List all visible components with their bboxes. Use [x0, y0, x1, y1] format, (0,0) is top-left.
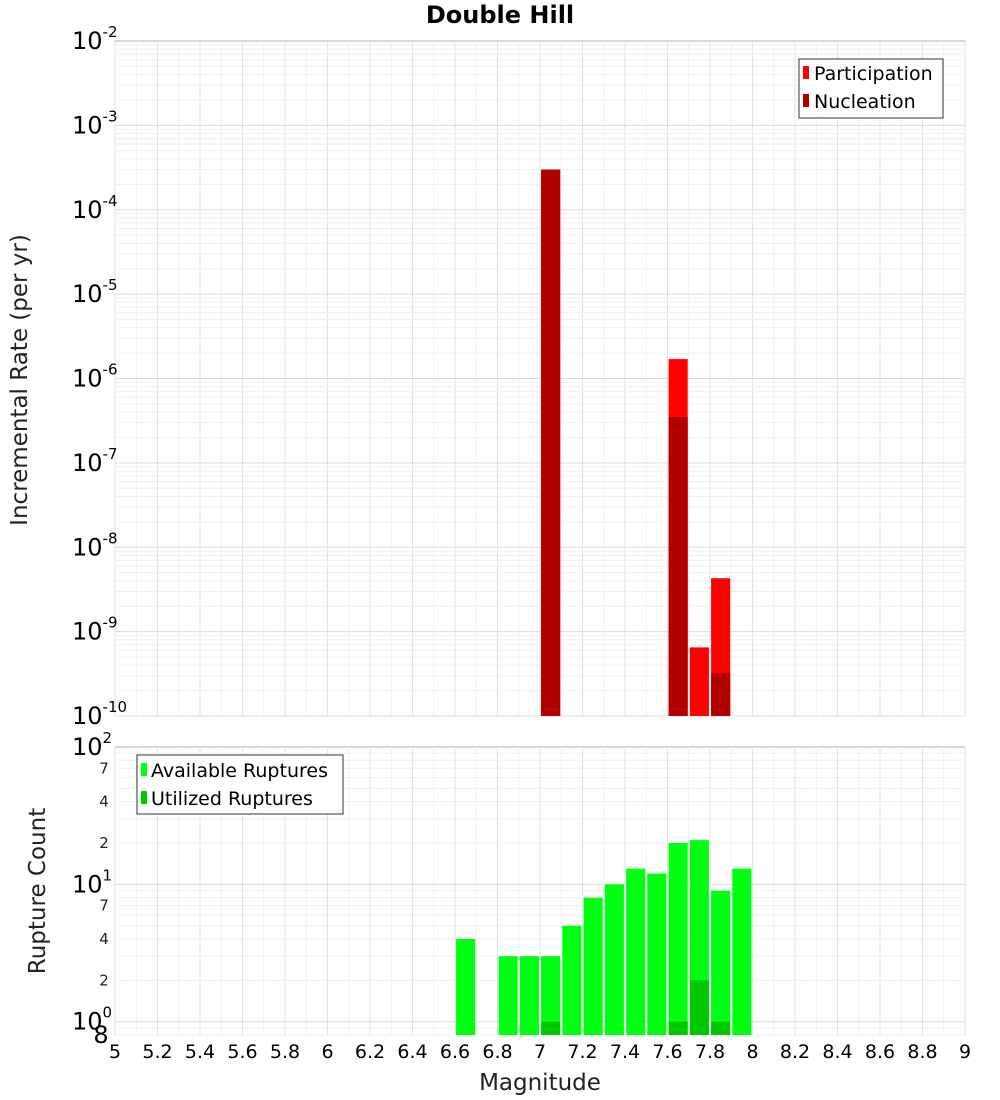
- bottom-bar-available-ruptures: [583, 897, 603, 1035]
- x-tick-label: 5.8: [270, 1041, 300, 1063]
- bottom-y-tick-label: 102: [72, 729, 112, 761]
- bottom-bar-available-ruptures: [668, 843, 688, 1035]
- x-tick-label: 6.2: [355, 1041, 385, 1063]
- x-tick-label: 8.8: [907, 1041, 937, 1063]
- x-tick-label: 8.6: [865, 1041, 895, 1063]
- top-bar-participation: [689, 647, 709, 716]
- bottom-bar-available-ruptures: [456, 939, 476, 1035]
- top-y-tick-label: 10-5: [72, 276, 118, 308]
- top-y-tick-label: 10-3: [72, 107, 118, 139]
- bottom-bar-available-ruptures: [562, 925, 582, 1035]
- chart-title: Double Hill: [426, 1, 574, 29]
- top-legend-box: [798, 58, 944, 119]
- x-tick-label: 7.6: [652, 1041, 682, 1063]
- top-bar-nucleation: [711, 673, 731, 716]
- bottom-y-axis-label: Rupture Count: [25, 808, 51, 974]
- top-legend: Participation Nucleation: [798, 58, 944, 119]
- x-tick-label: 8.2: [780, 1041, 810, 1063]
- bottom-y-minor-label: 2: [99, 971, 109, 989]
- x-tick-label: 8.4: [822, 1041, 852, 1063]
- legend-label-utilized: Utilized Ruptures: [151, 788, 313, 810]
- x-tick-label: 5.4: [185, 1041, 215, 1063]
- bottom-bar-utilized-ruptures: [711, 1021, 731, 1035]
- bottom-y-minor-label: 7: [99, 897, 109, 915]
- bottom-bar-available-ruptures: [711, 890, 731, 1035]
- bottom-bar-utilized-ruptures: [541, 1021, 561, 1035]
- legend-swatch-available: [141, 763, 147, 776]
- top-y-tick-label: 10-2: [72, 23, 118, 55]
- x-tick-label: 7.2: [567, 1041, 597, 1063]
- bottom-y-tick-label: 101: [72, 866, 112, 898]
- legend-label-available: Available Ruptures: [151, 760, 328, 782]
- x-tick-label: 6.8: [482, 1041, 512, 1063]
- x-tick-label: 7: [534, 1041, 546, 1063]
- bottom-y-minor-label: 2: [99, 834, 109, 852]
- bottom-bar-available-ruptures: [519, 956, 539, 1035]
- bottom-bar-utilized-ruptures: [668, 1021, 688, 1035]
- top-y-tick-label: 10-8: [72, 529, 118, 561]
- x-tick-label: 6: [321, 1041, 333, 1063]
- bottom-y-minor-label: 7: [99, 759, 109, 777]
- top-y-tick-label: 10-10: [72, 698, 127, 730]
- legend-swatch-participation: [803, 66, 809, 79]
- x-axis-label: Magnitude: [479, 1070, 601, 1096]
- bottom-y-minor-label: 4: [99, 930, 109, 948]
- legend-label-nucleation: Nucleation: [814, 91, 916, 113]
- bottom-bar-available-ruptures: [498, 956, 518, 1035]
- bottom-y-ticks: 100 101 102 8 2 4 7 2 4 7: [72, 729, 112, 1049]
- top-bar-nucleation: [541, 169, 561, 716]
- x-tick-label: 7.4: [610, 1041, 640, 1063]
- x-tick-label: 9: [959, 1041, 971, 1063]
- bottom-y-minor-label: 8: [93, 1021, 108, 1049]
- top-bar-nucleation: [668, 417, 688, 716]
- top-y-tick-label: 10-9: [72, 614, 118, 646]
- top-bars: [541, 169, 731, 716]
- x-ticks: 5 5.2 5.4 5.6 5.8 6 6.2 6.4 6.6 6.8 7 7.2 7.4 7.6 7.8 8…: [109, 1041, 971, 1063]
- x-tick-label: 5.6: [227, 1041, 257, 1063]
- bottom-y-minor-label: 4: [99, 793, 109, 811]
- bottom-bar-utilized-ruptures: [689, 980, 709, 1035]
- legend-swatch-nucleation: [803, 94, 809, 107]
- legend-label-participation: Participation: [814, 63, 933, 85]
- top-y-axis-label: Incremental Rate (per yr): [7, 234, 33, 526]
- legend-swatch-utilized: [141, 791, 147, 804]
- bottom-bar-available-ruptures: [732, 868, 752, 1035]
- bottom-legend: Available Ruptures Utilized Ruptures: [136, 754, 344, 815]
- bottom-bars: [456, 840, 752, 1035]
- bottom-y-tick-label: 100: [72, 1004, 112, 1036]
- bottom-bar-available-ruptures: [604, 884, 624, 1035]
- bottom-bar-available-ruptures: [626, 868, 646, 1035]
- bottom-bar-available-ruptures: [647, 873, 667, 1035]
- x-tick-label: 8: [746, 1041, 758, 1063]
- bottom-legend-box: [136, 754, 344, 815]
- top-grid: [114, 41, 966, 717]
- top-y-tick-label: 10-6: [72, 361, 118, 393]
- x-tick-label: 7.8: [695, 1041, 725, 1063]
- top-y-ticks: 10-10 10-9 10-8 10-7 10-6 10-5 10-4 10-3 10-2: [72, 23, 127, 730]
- top-y-tick-label: 10-4: [72, 192, 118, 224]
- x-tick-label: 6.6: [440, 1041, 470, 1063]
- bottom-bar-available-ruptures: [541, 956, 561, 1035]
- top-y-tick-label: 10-7: [72, 445, 118, 477]
- x-tick-label: 5: [109, 1041, 121, 1063]
- x-tick-label: 6.4: [397, 1041, 427, 1063]
- x-tick-label: 5.2: [142, 1041, 172, 1063]
